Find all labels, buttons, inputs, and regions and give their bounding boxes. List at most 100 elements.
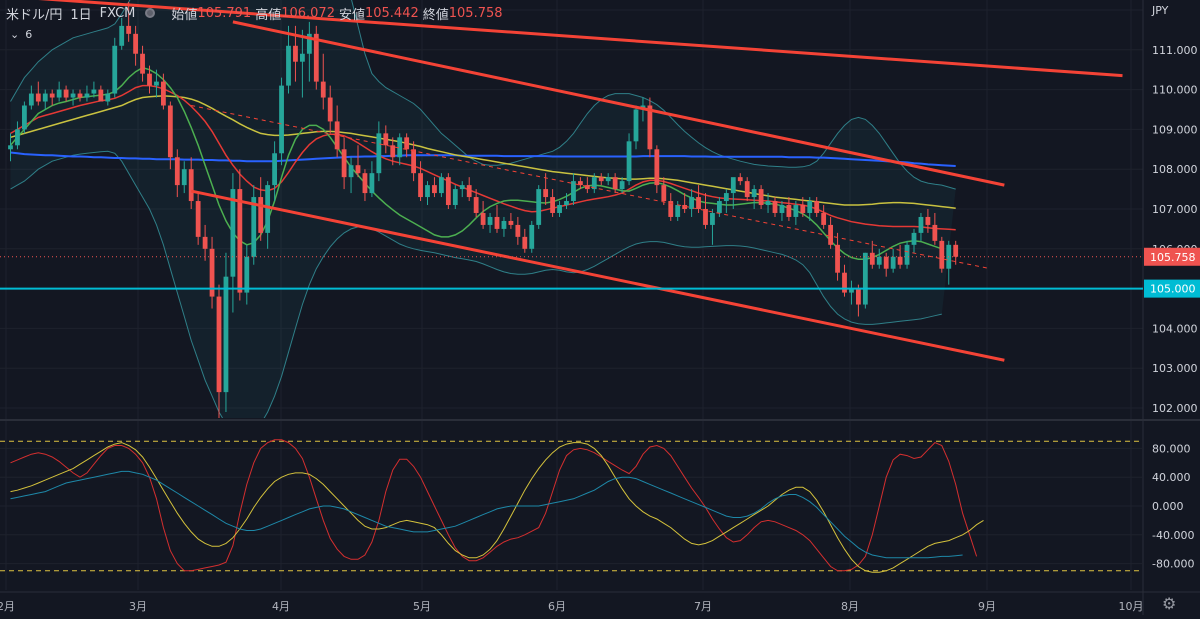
candle-body bbox=[445, 177, 451, 206]
y-tick-label: 109.000 bbox=[1152, 123, 1198, 136]
candle-body bbox=[35, 93, 41, 102]
candle-body bbox=[313, 33, 319, 82]
candle-body bbox=[932, 224, 938, 241]
candle-body bbox=[578, 181, 583, 186]
candle-body bbox=[654, 149, 660, 186]
candle-body bbox=[494, 216, 500, 229]
candle-body bbox=[911, 232, 917, 245]
x-tick-label: 7月 bbox=[694, 600, 712, 613]
x-tick-label: 2月 bbox=[0, 600, 15, 613]
candle-body bbox=[355, 165, 361, 174]
y-tick-label: 108.000 bbox=[1152, 163, 1198, 176]
candle-body bbox=[327, 97, 333, 122]
candle-body bbox=[591, 177, 597, 190]
candle-body bbox=[619, 181, 625, 190]
moving-average-line bbox=[10, 95, 956, 209]
candle-body bbox=[626, 141, 632, 182]
candle-body bbox=[675, 205, 681, 217]
x-tick-label: 5月 bbox=[413, 600, 431, 613]
candle-body bbox=[501, 220, 507, 229]
candle-body bbox=[230, 189, 236, 277]
open-value: 105.791 bbox=[197, 5, 252, 21]
candle-body bbox=[487, 216, 493, 225]
candle-body bbox=[369, 173, 375, 194]
candle-body bbox=[536, 189, 542, 225]
candle-body bbox=[835, 244, 840, 273]
bollinger-upper bbox=[10, 0, 956, 190]
y-tick-label: 111.000 bbox=[1152, 44, 1198, 57]
timeframe-label[interactable]: 1日 bbox=[70, 7, 92, 23]
candle-body bbox=[807, 201, 813, 213]
candle-body bbox=[647, 105, 653, 150]
moving-average-line bbox=[10, 84, 956, 231]
candle-body bbox=[925, 216, 931, 225]
candle-body bbox=[862, 252, 868, 305]
trendline bbox=[38, 0, 1123, 78]
chart-header: 米ドル/円 1日 FXCM 始値 105.791 高値 106.072 安値 105.… bbox=[6, 3, 503, 23]
osc-tick-label: -80.000 bbox=[1152, 558, 1194, 571]
last-price-label: 105.758 bbox=[1150, 251, 1196, 264]
candle-body bbox=[564, 201, 569, 206]
candle-body bbox=[696, 197, 701, 209]
candle-body bbox=[84, 93, 90, 98]
currency-label[interactable]: JPY bbox=[1150, 4, 1171, 17]
last-price-badge bbox=[1144, 247, 1200, 266]
main-pane bbox=[0, 0, 1143, 418]
candle-body bbox=[459, 185, 465, 190]
candle-body bbox=[28, 93, 34, 106]
candle-body bbox=[195, 201, 201, 237]
candle-body bbox=[515, 224, 521, 237]
candle-body bbox=[390, 145, 396, 158]
close-label: 終値 bbox=[422, 7, 449, 23]
y-tick-label: 107.000 bbox=[1152, 203, 1198, 216]
symbol-label[interactable]: 米ドル/円 bbox=[6, 7, 63, 23]
candle-body bbox=[890, 256, 896, 269]
high-label: 高値 bbox=[255, 7, 282, 23]
candle-body bbox=[167, 105, 173, 158]
indicator-toggle[interactable]: ⌄ 6 bbox=[10, 28, 32, 41]
candle-body bbox=[473, 197, 479, 213]
candle-body bbox=[772, 201, 778, 213]
trendline bbox=[190, 189, 1005, 362]
candle-body bbox=[550, 197, 555, 213]
candle-body bbox=[397, 137, 403, 158]
candle-body bbox=[223, 276, 229, 393]
market-status-icon bbox=[145, 8, 156, 18]
candle-body bbox=[286, 45, 291, 86]
close-value: 105.758 bbox=[448, 5, 503, 21]
candle-body bbox=[244, 256, 250, 293]
candle-body bbox=[557, 205, 562, 213]
candle-body bbox=[842, 272, 847, 293]
candle-body bbox=[411, 149, 416, 174]
candle-body bbox=[508, 220, 514, 225]
candle-body bbox=[63, 89, 69, 98]
candle-body bbox=[758, 189, 764, 206]
low-value: 105.442 bbox=[364, 5, 419, 21]
osc-tick-label: -40.000 bbox=[1152, 529, 1194, 542]
x-tick-label: 4月 bbox=[272, 600, 290, 613]
candle-body bbox=[161, 81, 166, 106]
candle-body bbox=[147, 73, 152, 86]
candle-body bbox=[883, 256, 889, 269]
candle-body bbox=[904, 244, 910, 265]
candle-body bbox=[140, 53, 145, 74]
candle-body bbox=[751, 189, 757, 198]
gear-icon[interactable]: ⚙ bbox=[1162, 594, 1177, 613]
candle-body bbox=[112, 45, 118, 94]
candle-body bbox=[306, 33, 312, 54]
osc-series-line bbox=[10, 470, 963, 559]
osc-series-line bbox=[10, 439, 978, 572]
candle-body bbox=[272, 153, 277, 186]
x-tick-label: 9月 bbox=[978, 600, 996, 613]
candle-body bbox=[612, 177, 618, 190]
candle-body bbox=[341, 149, 347, 178]
bollinger-lower bbox=[10, 150, 942, 418]
x-tick-label: 3月 bbox=[129, 600, 147, 613]
candle-body bbox=[56, 89, 62, 98]
candle-body bbox=[293, 45, 298, 62]
candle-body bbox=[70, 93, 76, 98]
level-badge bbox=[1144, 279, 1200, 298]
candle-body bbox=[605, 177, 611, 182]
moving-average-line bbox=[10, 151, 956, 167]
